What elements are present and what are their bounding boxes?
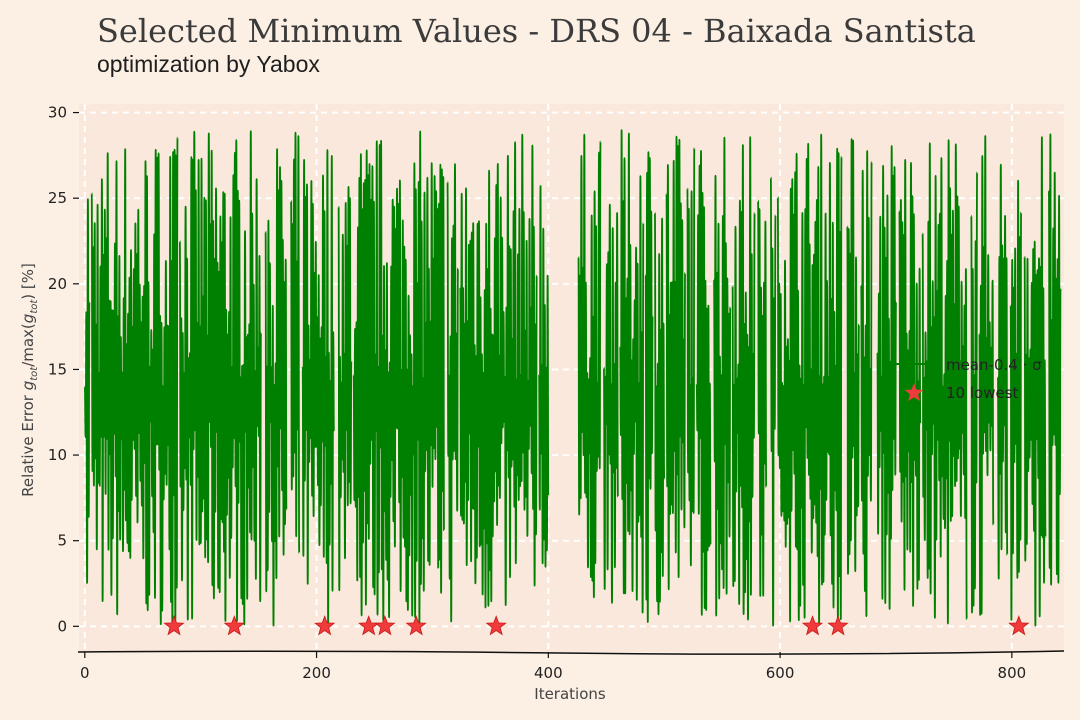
series-line-segment: [876, 144, 897, 611]
y-tick-label: 30: [48, 104, 67, 122]
series-line-segment: [538, 184, 550, 568]
series-line-segment: [1009, 179, 1022, 622]
series-line-segment: [757, 200, 768, 598]
y-tick-label: 0: [57, 617, 67, 635]
y-ticks: 0 5 10 15 20 25 30: [48, 104, 79, 635]
series-line-segment: [1048, 132, 1062, 586]
x-tick-label: 200: [302, 664, 331, 682]
lowest-star-marker: [1008, 615, 1030, 636]
chart-subtitle: optimization by Yabox: [97, 51, 320, 77]
series-line-segment: [90, 136, 179, 627]
lowest-markers: [163, 615, 1030, 636]
series-line-segment: [264, 147, 288, 627]
series-line-segment: [731, 135, 756, 621]
x-ticks: 0 200 400 600 800: [80, 652, 1026, 682]
series-line-segment: [970, 171, 978, 614]
series-lines: [83, 128, 1062, 628]
series-line-segment: [352, 129, 445, 626]
lowest-star-marker: [485, 615, 507, 636]
series-line-segment: [898, 158, 922, 608]
series-line-segment: [459, 133, 538, 609]
y-tick-label: 5: [57, 532, 67, 550]
lowest-star-marker: [374, 615, 396, 636]
series-line-segment: [83, 198, 91, 585]
lowest-star-marker: [405, 615, 427, 636]
series-line-segment: [644, 150, 654, 624]
lowest-star-marker: [801, 615, 824, 636]
legend: mean-0.4 · σ 10 lowest: [896, 356, 1042, 402]
x-axis-label: Iterations: [534, 685, 606, 703]
y-tick-label: 15: [48, 360, 67, 378]
x-tick-label: 600: [766, 664, 795, 682]
series-line-segment: [603, 203, 619, 604]
series-line-segment: [1023, 135, 1047, 627]
series-line-segment: [921, 138, 968, 625]
series-line-segment: [769, 176, 777, 627]
series-line-segment: [695, 149, 712, 617]
series-line-segment: [997, 163, 1009, 580]
series-line-segment: [337, 185, 353, 592]
lowest-star-marker: [827, 615, 849, 636]
series-line-segment: [713, 136, 732, 617]
y-tick-label: 10: [48, 446, 67, 464]
series-line-segment: [776, 133, 843, 625]
series-line-segment: [978, 134, 995, 617]
series-line-segment: [665, 135, 686, 591]
lowest-star-marker: [163, 615, 185, 636]
legend-label-lowest: 10 lowest: [946, 384, 1019, 402]
series-line-segment: [619, 128, 645, 614]
series-line-segment: [178, 129, 262, 626]
series-line-segment: [446, 163, 459, 623]
x-tick-label: 400: [534, 664, 563, 682]
chart-title: Selected Minimum Values - DRS 04 - Baixa…: [97, 12, 976, 50]
x-tick-label: 800: [998, 664, 1027, 682]
legend-star-icon: [904, 383, 924, 402]
lowest-star-marker: [223, 615, 245, 636]
y-tick-label: 20: [48, 275, 67, 293]
series-line-segment: [654, 212, 666, 616]
x-axis-line: [77, 650, 1065, 655]
series-line-segment: [577, 133, 602, 599]
series-line-segment: [686, 147, 696, 567]
series-line-segment: [860, 149, 873, 618]
y-axis-label: Relative Error gtot/max(gtot) [%]: [19, 263, 40, 497]
lowest-star-marker: [314, 615, 336, 636]
y-tick-label: 25: [48, 189, 67, 207]
legend-label-mean: mean-0.4 · σ: [946, 356, 1042, 374]
series-line-segment: [290, 131, 301, 554]
series-line-segment: [846, 137, 860, 576]
x-tick-label: 0: [80, 664, 90, 682]
series-line-segment: [301, 148, 335, 628]
